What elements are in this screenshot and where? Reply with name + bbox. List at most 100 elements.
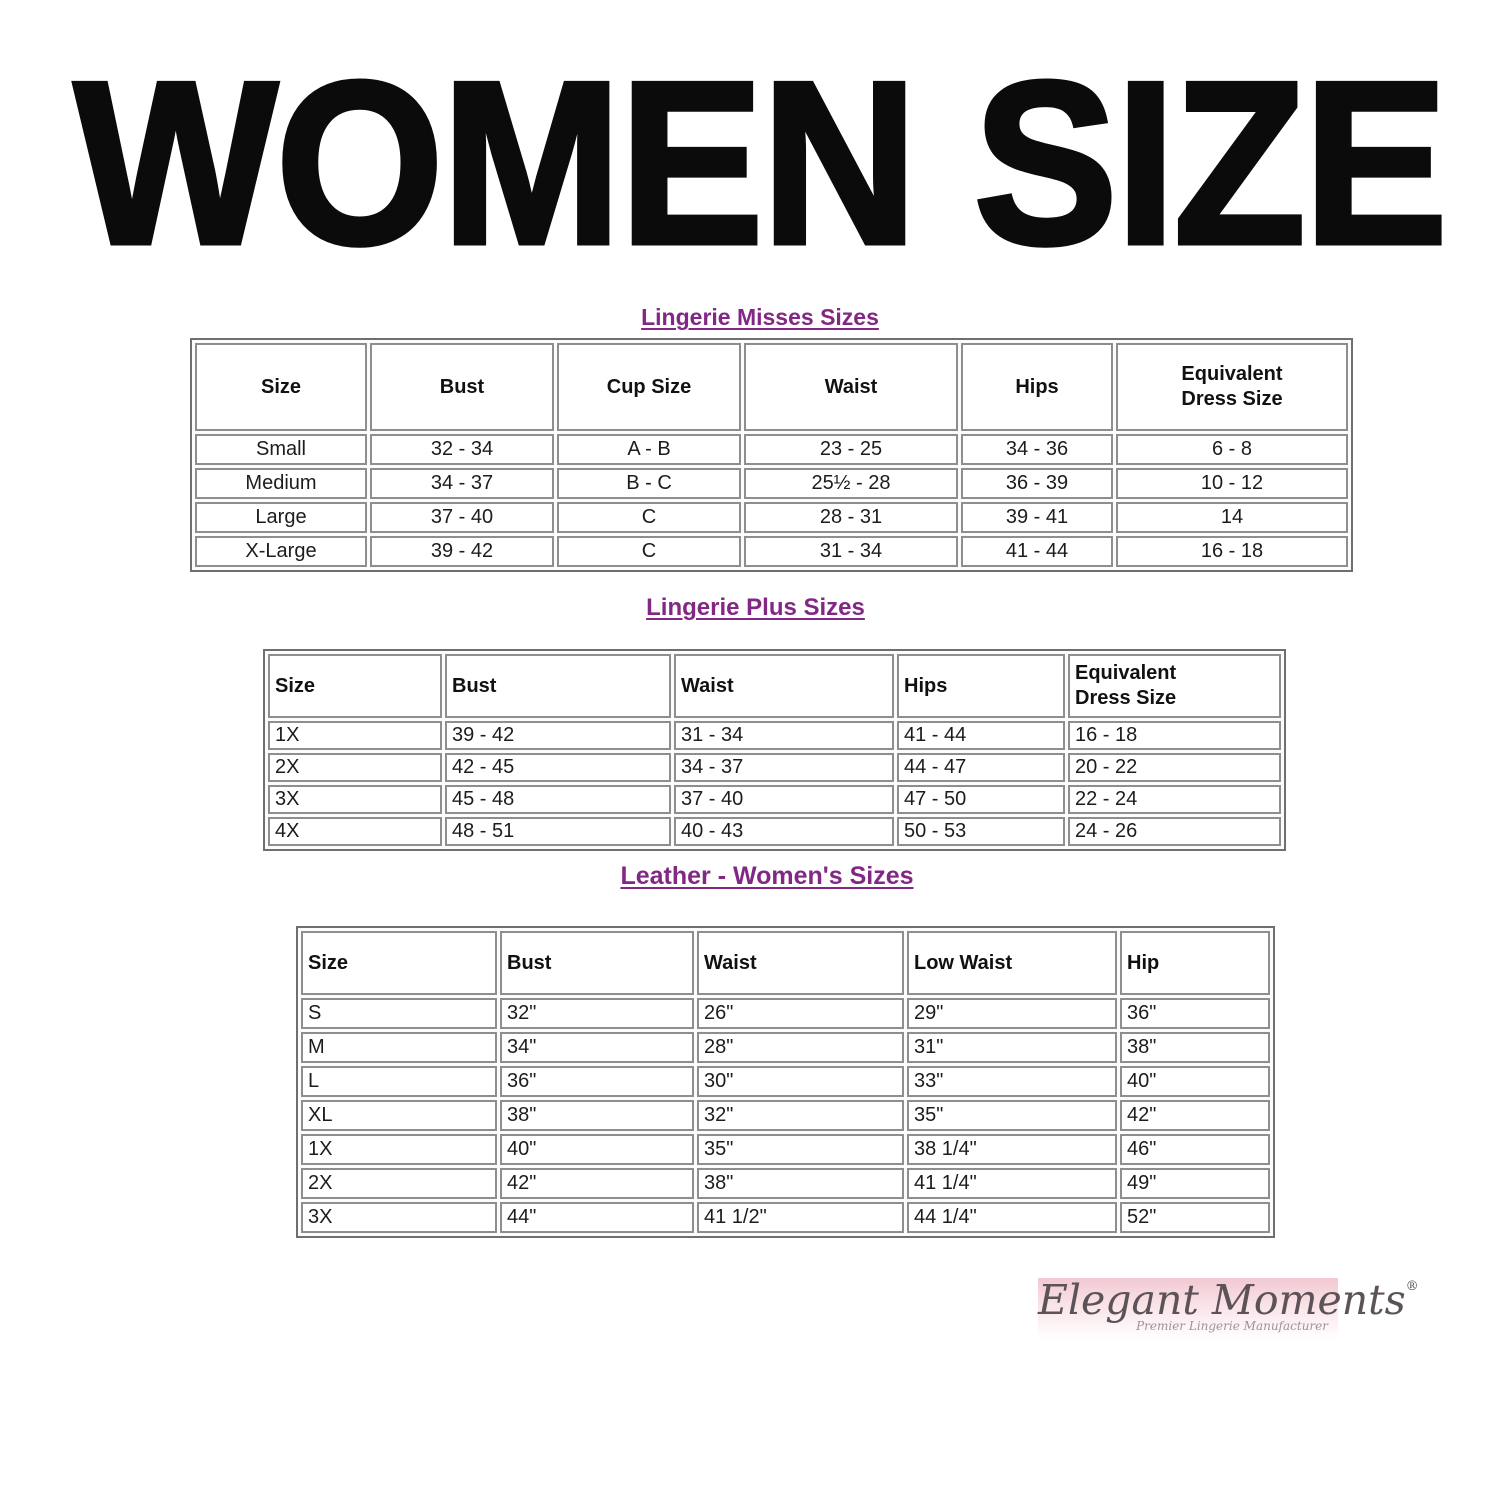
table-cell: 42": [1120, 1100, 1270, 1131]
column-header: Cup Size: [557, 343, 741, 431]
table-cell: 16 - 18: [1116, 536, 1348, 567]
registered-mark-icon: ®: [1405, 1279, 1419, 1294]
table-cell: 40": [500, 1134, 694, 1165]
table-cell: Large: [195, 502, 367, 533]
column-header: Hips: [897, 654, 1065, 718]
table-cell: 1X: [268, 721, 442, 750]
table-cell: 36": [500, 1066, 694, 1097]
table-row: Medium 34 - 37 B - C 25½ - 28 36 - 39 10 - 12: [195, 468, 1348, 499]
header-row: Size Bust Waist Hips Equivalent Dress Size: [268, 654, 1281, 718]
table-cell: 39 - 42: [445, 721, 671, 750]
column-header: Low Waist: [907, 931, 1117, 995]
table-cell: 42": [500, 1168, 694, 1199]
table-cell: 2X: [268, 753, 442, 782]
table-cell: 49": [1120, 1168, 1270, 1199]
misses-sizes-heading[interactable]: Lingerie Misses Sizes: [641, 304, 879, 330]
table-cell: 38 1/4": [907, 1134, 1117, 1165]
table-cell: 6 - 8: [1116, 434, 1348, 465]
table-cell: 40 - 43: [674, 817, 894, 846]
table-cell: Medium: [195, 468, 367, 499]
table-cell: 39 - 41: [961, 502, 1113, 533]
table-cell: 44 - 47: [897, 753, 1065, 782]
table-cell: 38": [500, 1100, 694, 1131]
table-cell: 38": [1120, 1032, 1270, 1063]
table-cell: 28": [697, 1032, 904, 1063]
table-cell: 44": [500, 1202, 694, 1233]
table-cell: Small: [195, 434, 367, 465]
table-cell: 44 1/4": [907, 1202, 1117, 1233]
table-cell: 35": [907, 1100, 1117, 1131]
table-row: 4X 48 - 51 40 - 43 50 - 53 24 - 26: [268, 817, 1281, 846]
column-header: Equivalent Dress Size: [1116, 343, 1348, 431]
table-cell: A - B: [557, 434, 741, 465]
column-header: Size: [195, 343, 367, 431]
column-header: Bust: [500, 931, 694, 995]
table-cell: 30": [697, 1066, 904, 1097]
table-cell: 31 - 34: [744, 536, 958, 567]
column-header: Equivalent Dress Size: [1068, 654, 1281, 718]
table-cell: 35": [697, 1134, 904, 1165]
table-cell: XL: [301, 1100, 497, 1131]
column-header: Bust: [370, 343, 554, 431]
table-cell: 34 - 37: [674, 753, 894, 782]
table-cell: C: [557, 502, 741, 533]
table-cell: 47 - 50: [897, 785, 1065, 814]
table-cell: 1X: [301, 1134, 497, 1165]
table-cell: 48 - 51: [445, 817, 671, 846]
lingerie-plus-table: Size Bust Waist Hips Equivalent Dress Size 1X…: [263, 649, 1286, 851]
brand-tagline: Premier Lingerie Manufacturer: [1136, 1319, 1328, 1333]
table-row: 2X 42" 38" 41 1/4" 49": [301, 1168, 1270, 1199]
table-cell: 32": [500, 998, 694, 1029]
leather-womens-table: Size Bust Waist Low Waist Hip S 32" 26" 29" 36" M 3…: [296, 926, 1275, 1238]
table-row: 3X 44" 41 1/2" 44 1/4" 52": [301, 1202, 1270, 1233]
plus-sizes-heading[interactable]: Lingerie Plus Sizes: [646, 594, 865, 621]
column-header: Waist: [697, 931, 904, 995]
table-cell: 3X: [301, 1202, 497, 1233]
column-header: Hip: [1120, 931, 1270, 995]
table-cell: 34 - 37: [370, 468, 554, 499]
table-cell: 23 - 25: [744, 434, 958, 465]
table-row: L 36" 30" 33" 40": [301, 1066, 1270, 1097]
table-cell: 10 - 12: [1116, 468, 1348, 499]
leather-sizes-section: Leather - Women's Sizes Size Bust Waist Low…: [296, 862, 1275, 1238]
table-cell: B - C: [557, 468, 741, 499]
table-cell: 36": [1120, 998, 1270, 1029]
column-header: Hips: [961, 343, 1113, 431]
table-cell: 37 - 40: [674, 785, 894, 814]
table-cell: 26": [697, 998, 904, 1029]
column-header: Waist: [744, 343, 958, 431]
misses-sizes-section: Lingerie Misses Sizes Size Bust Cup Size Wa…: [190, 304, 1353, 572]
table-cell: M: [301, 1032, 497, 1063]
brand-name-text: Elegant Moments: [1038, 1276, 1406, 1324]
table-cell: 36 - 39: [961, 468, 1113, 499]
table-cell: 39 - 42: [370, 536, 554, 567]
table-cell: 3X: [268, 785, 442, 814]
table-cell: 28 - 31: [744, 502, 958, 533]
table-cell: 41 1/2": [697, 1202, 904, 1233]
table-cell: 16 - 18: [1068, 721, 1281, 750]
table-row: 2X 42 - 45 34 - 37 44 - 47 20 - 22: [268, 753, 1281, 782]
table-cell: C: [557, 536, 741, 567]
table-cell: 50 - 53: [897, 817, 1065, 846]
header-row: Size Bust Waist Low Waist Hip: [301, 931, 1270, 995]
table-cell: 34 - 36: [961, 434, 1113, 465]
table-row: M 34" 28" 31" 38": [301, 1032, 1270, 1063]
column-header: Size: [268, 654, 442, 718]
leather-sizes-heading[interactable]: Leather - Women's Sizes: [620, 862, 914, 890]
table-cell: 37 - 40: [370, 502, 554, 533]
table-cell: 22 - 24: [1068, 785, 1281, 814]
column-header: Size: [301, 931, 497, 995]
page-title: WOMEN SIZE: [72, 34, 1450, 293]
column-header: Waist: [674, 654, 894, 718]
table-cell: 46": [1120, 1134, 1270, 1165]
brand-logo: Elegant Moments® Premier Lingerie Manufa…: [1038, 1278, 1419, 1340]
table-cell: S: [301, 998, 497, 1029]
table-row: XL 38" 32" 35" 42": [301, 1100, 1270, 1131]
table-cell: 31": [907, 1032, 1117, 1063]
lingerie-misses-table: Size Bust Cup Size Waist Hips Equivalent Dres…: [190, 338, 1353, 572]
table-cell: 2X: [301, 1168, 497, 1199]
table-cell: X-Large: [195, 536, 367, 567]
table-cell: 20 - 22: [1068, 753, 1281, 782]
table-cell: 24 - 26: [1068, 817, 1281, 846]
